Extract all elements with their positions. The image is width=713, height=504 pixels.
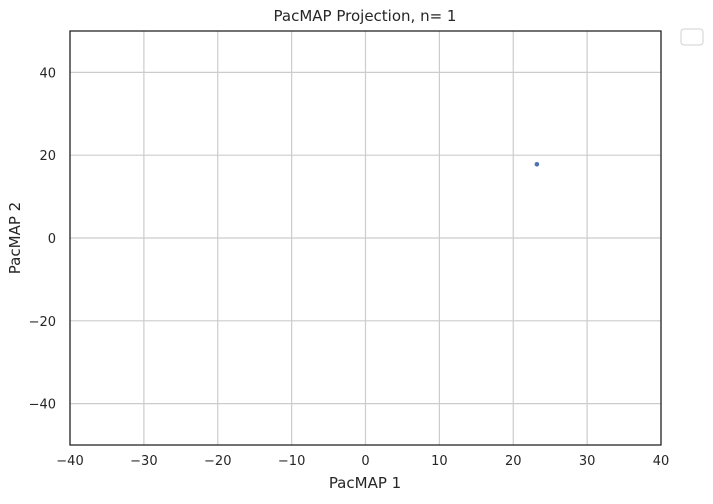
plot-frame [69,30,662,446]
x-tick-label-2: −20 [204,454,231,469]
x-tick-label-0: −40 [56,454,83,469]
y-axis-label: PacMAP 2 [6,202,24,274]
y-tick-labels: −40 −20 0 20 40 [29,66,56,412]
y-tick-label-2: 0 [48,232,56,247]
data-point-0-0 [534,162,540,167]
y-tick-label-1: −20 [29,315,56,330]
x-axis-label: PacMAP 1 [329,474,401,492]
x-tick-label-5: 10 [431,454,448,469]
x-tick-label-7: 30 [579,454,596,469]
x-tick-label-8: 40 [653,454,670,469]
x-tick-labels: −40 −30 −20 −10 0 10 20 30 40 [56,454,669,469]
x-tick-label-6: 20 [505,454,522,469]
y-tick-label-0: −40 [29,398,56,413]
grid-lines [69,31,662,445]
y-tick-label-3: 20 [39,149,56,164]
legend-box [680,28,704,46]
data-points [534,162,540,167]
x-tick-label-3: −10 [278,454,305,469]
x-tick-label-4: 0 [361,454,369,469]
x-tick-label-1: −30 [130,454,157,469]
chart-title: PacMAP Projection, n= 1 [274,7,457,25]
y-tick-label-4: 40 [39,66,56,81]
